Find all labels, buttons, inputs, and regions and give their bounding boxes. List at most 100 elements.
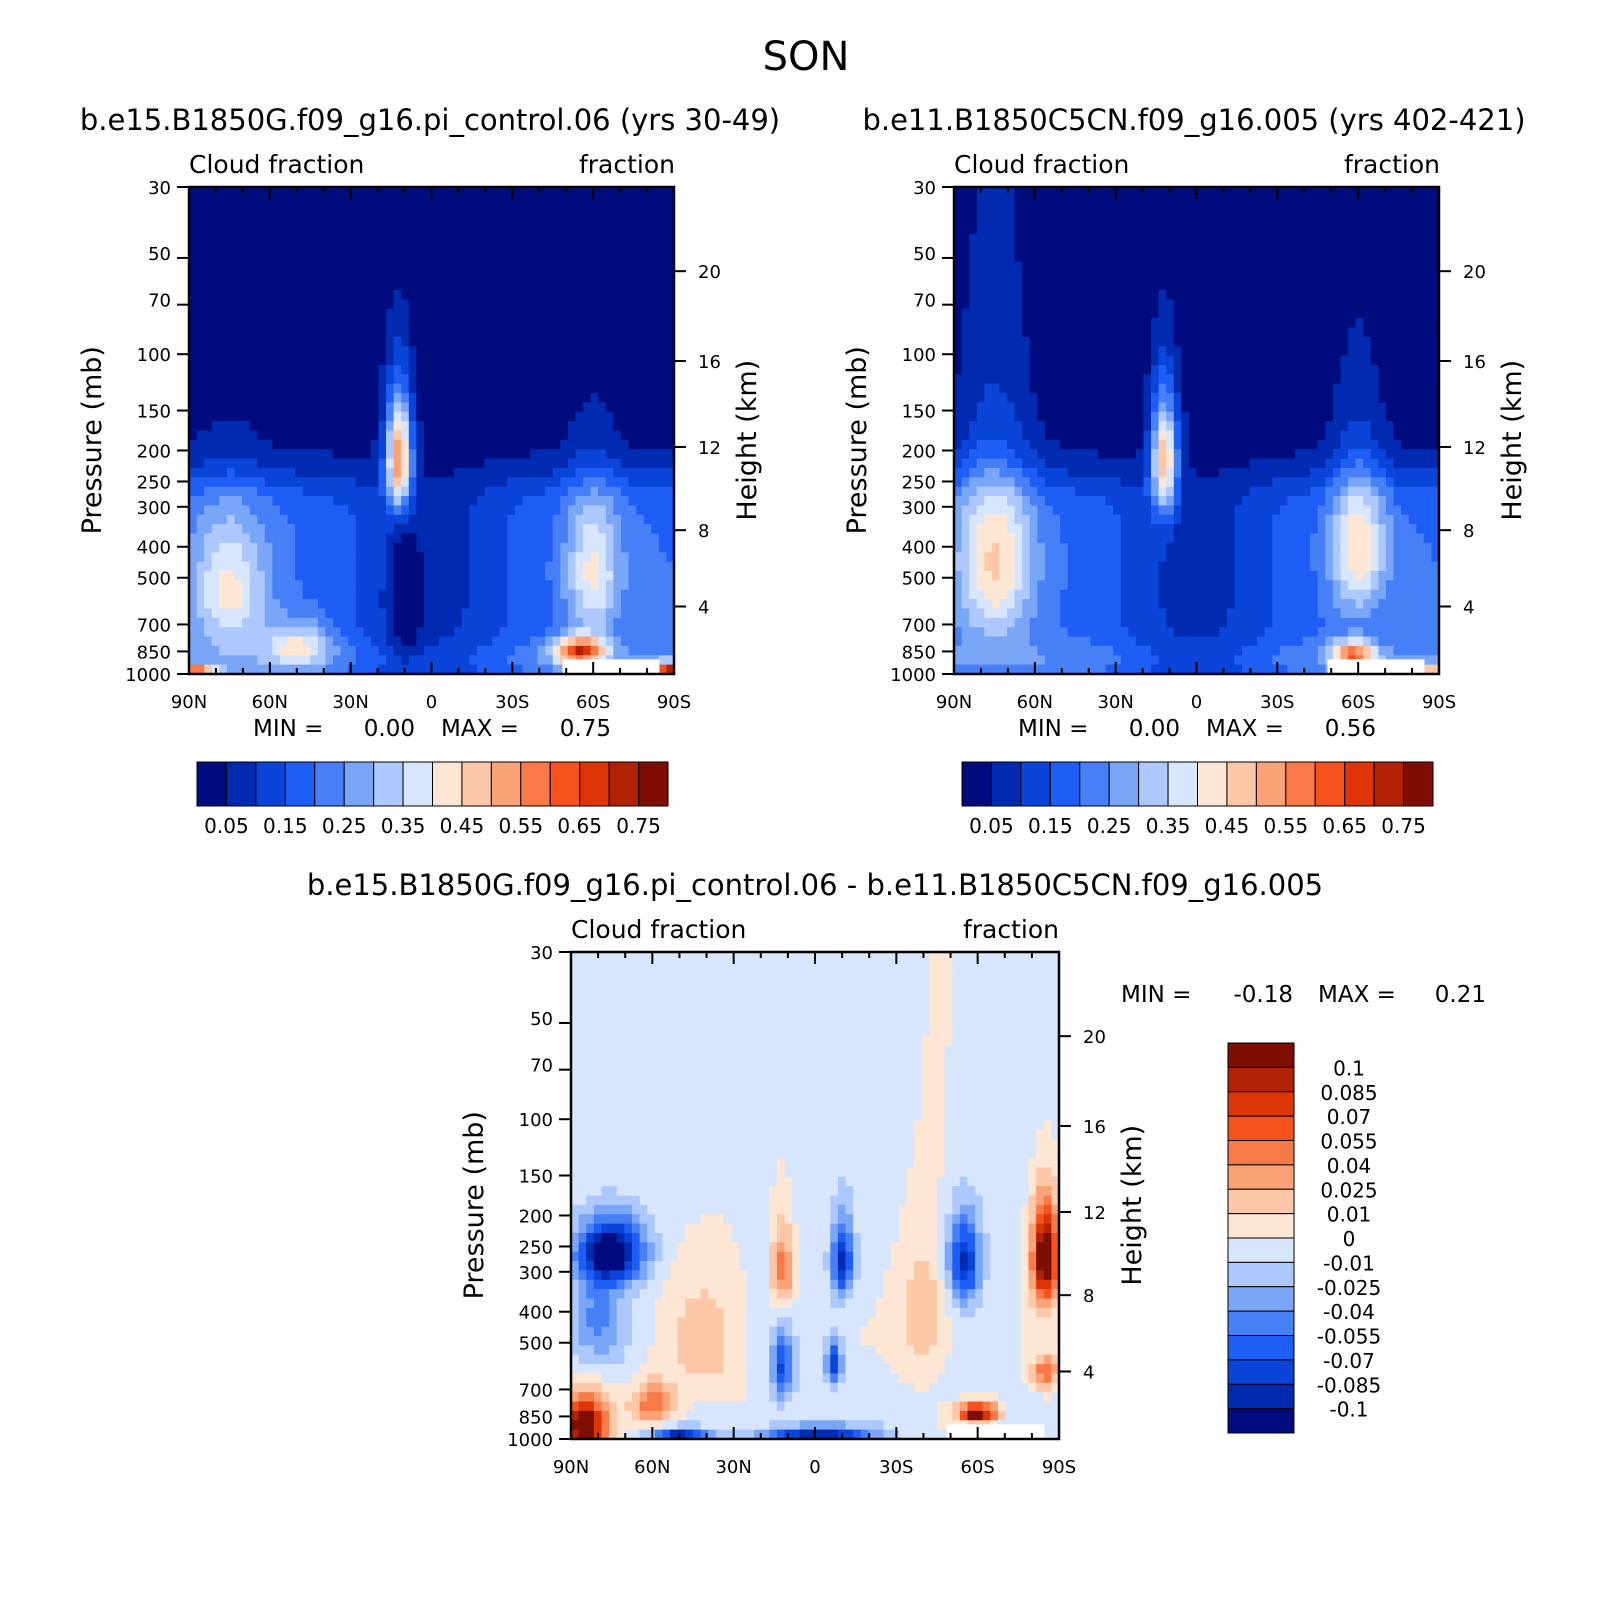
- contour-cell: [961, 243, 970, 254]
- contour-cell: [567, 346, 577, 357]
- contour-cell: [363, 243, 372, 254]
- contour-cell: [598, 355, 607, 366]
- contour-cell: [393, 374, 402, 385]
- contour-cell: [1196, 355, 1205, 366]
- contour-cell: [325, 205, 334, 216]
- contour-cell: [439, 411, 448, 422]
- contour-cell: [1166, 299, 1175, 310]
- contour-cell: [651, 552, 660, 563]
- contour-cell: [287, 664, 296, 675]
- contour-cell: [302, 393, 311, 404]
- contour-cell: [492, 580, 501, 591]
- contour-cell: [476, 327, 486, 338]
- contour-cell: [310, 411, 319, 422]
- contour-cell: [1007, 383, 1016, 394]
- contour-cell: [226, 271, 236, 282]
- contour-cell: [1188, 346, 1198, 357]
- contour-cell: [514, 589, 524, 600]
- contour-cell: [1097, 233, 1107, 244]
- contour-cell: [310, 533, 319, 544]
- contour-cell: [651, 261, 660, 272]
- contour-cell: [1128, 336, 1137, 347]
- colorbar-label: 0.35: [381, 814, 426, 838]
- contour-cell: [446, 261, 455, 272]
- contour-cell: [355, 205, 364, 216]
- contour-cell: [423, 280, 433, 291]
- contour-cell: [234, 439, 243, 450]
- contour-cell: [363, 421, 372, 432]
- contour-cell: [257, 290, 266, 300]
- contour-cell: [1287, 355, 1296, 366]
- contour-cell: [439, 655, 448, 666]
- contour-cell: [189, 290, 198, 300]
- contour-cell: [1188, 336, 1198, 347]
- contour-cell: [1325, 243, 1334, 254]
- contour-cell: [386, 411, 395, 422]
- contour-cell: [1105, 364, 1114, 375]
- contour-cell: [431, 486, 440, 497]
- contour-cell: [1105, 290, 1114, 300]
- contour-cell: [651, 280, 660, 291]
- contour-cell: [242, 477, 251, 488]
- contour-cell: [522, 318, 531, 329]
- contour-cell: [461, 467, 470, 478]
- contour-cell: [643, 467, 652, 478]
- contour-cell: [514, 393, 524, 404]
- contour-cell: [461, 308, 470, 319]
- contour-cell: [1310, 243, 1319, 254]
- contour-cell: [196, 318, 205, 329]
- contour-cell: [1135, 205, 1145, 216]
- contour-cell: [204, 608, 213, 619]
- contour-cell: [492, 215, 501, 226]
- contour-cell: [1188, 290, 1198, 300]
- contour-cell: [378, 664, 387, 675]
- contour-cell: [340, 327, 349, 338]
- contour-cell: [226, 346, 236, 357]
- contour-cell: [1416, 308, 1425, 319]
- contour-cell: [446, 636, 455, 647]
- contour-cell: [984, 224, 993, 235]
- contour-cell: [287, 233, 296, 244]
- contour-cell: [514, 636, 524, 647]
- contour-cell: [999, 308, 1008, 319]
- contour-cell: [1082, 318, 1092, 329]
- contour-cell: [1249, 364, 1258, 375]
- contour-cell: [204, 252, 213, 263]
- contour-cell: [401, 233, 410, 244]
- contour-cell: [666, 430, 675, 441]
- contour-cell: [469, 252, 478, 263]
- contour-cell: [1363, 187, 1372, 197]
- contour-cell: [378, 215, 387, 226]
- contour-cell: [423, 570, 433, 581]
- contour-cell: [658, 664, 668, 675]
- contour-cell: [279, 299, 289, 310]
- contour-cell: [1363, 383, 1372, 394]
- contour-cell: [348, 439, 357, 450]
- contour-cell: [234, 327, 243, 338]
- contour-cell: [249, 655, 258, 666]
- contour-cell: [189, 561, 198, 572]
- contour-cell: [1317, 205, 1326, 216]
- contour-cell: [530, 215, 539, 226]
- contour-cell: [219, 327, 228, 338]
- contour-cell: [636, 364, 645, 375]
- contour-cell: [1325, 318, 1334, 329]
- contour-cell: [666, 364, 675, 375]
- contour-cell: [1295, 402, 1304, 413]
- contour-cell: [287, 486, 296, 497]
- contour-cell: [401, 327, 410, 338]
- contour-cell: [1196, 290, 1205, 300]
- contour-cell: [226, 599, 236, 610]
- contour-cell: [219, 308, 228, 319]
- contour-cell: [242, 196, 251, 207]
- contour-cell: [1241, 336, 1251, 347]
- contour-cell: [378, 561, 387, 572]
- contour-cell: [211, 533, 220, 544]
- contour-cell: [234, 411, 243, 422]
- contour-cell: [1060, 383, 1069, 394]
- contour-cell: [499, 318, 508, 329]
- contour-cell: [249, 374, 258, 385]
- contour-cell: [310, 608, 319, 619]
- contour-cell: [590, 645, 599, 656]
- contour-cell: [287, 205, 296, 216]
